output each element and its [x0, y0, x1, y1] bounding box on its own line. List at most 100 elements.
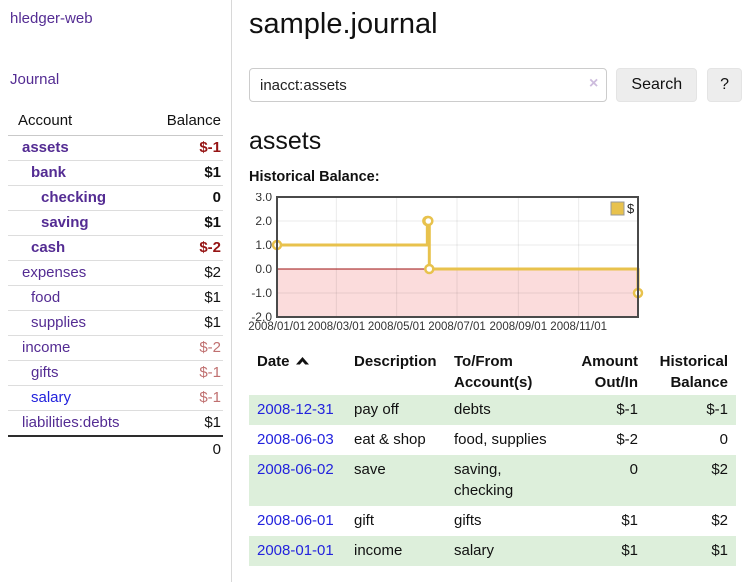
- transaction-accounts: food, supplies: [454, 431, 547, 449]
- account-balance: $-1: [199, 364, 221, 381]
- transaction-amount: $1: [621, 511, 638, 529]
- account-row: supplies $1: [8, 311, 223, 336]
- svg-text:2.0: 2.0: [255, 214, 272, 228]
- account-link[interactable]: supplies: [31, 314, 87, 331]
- transaction-balance: $1: [711, 542, 728, 560]
- col-historical-balance: Historical Balance: [659, 353, 728, 391]
- account-balance: $-1: [199, 139, 221, 156]
- transaction-balance: $2: [711, 461, 728, 479]
- account-row: checking 0: [8, 186, 223, 211]
- account-link[interactable]: assets: [22, 139, 69, 156]
- help-button[interactable]: ?: [707, 68, 742, 103]
- svg-text:-2.0: -2.0: [251, 310, 272, 324]
- account-balance: $-2: [199, 239, 221, 256]
- accounts-col-account: Account: [18, 112, 73, 129]
- account-link[interactable]: income: [22, 339, 71, 356]
- col-description: Description: [354, 353, 437, 371]
- account-balance: $1: [204, 314, 221, 331]
- accounts-col-balance: Balance: [166, 112, 221, 129]
- transaction-description: gift: [354, 511, 375, 529]
- transaction-amount: $1: [621, 542, 638, 560]
- account-balance: $1: [204, 414, 221, 431]
- svg-text:2008/01/01: 2008/01/01: [248, 321, 306, 333]
- brand-link[interactable]: hledger-web: [10, 10, 93, 27]
- search-input[interactable]: [249, 68, 608, 103]
- account-link[interactable]: saving: [41, 214, 89, 231]
- accounts-table: Account Balance assets $-1 bank $1 check…: [8, 110, 223, 458]
- transaction-balance: $2: [711, 511, 728, 529]
- account-row: gifts $-1: [8, 361, 223, 386]
- transaction-accounts: gifts: [454, 511, 482, 529]
- account-balance: $-2: [199, 339, 221, 356]
- transaction-row: 2008-01-01 income salary $1 $1: [249, 536, 736, 567]
- account-heading: assets: [249, 127, 322, 156]
- transaction-balance: $-1: [706, 400, 728, 418]
- account-link[interactable]: expenses: [22, 264, 87, 281]
- svg-text:2008/03/01: 2008/03/01: [308, 321, 366, 333]
- transaction-row: 2008-06-03 eat & shop food, supplies $-2…: [249, 425, 736, 455]
- account-balance: 0: [212, 189, 221, 206]
- transaction-row: 2008-06-02 save saving, checking 0 $2: [249, 455, 736, 506]
- account-link[interactable]: bank: [31, 164, 67, 181]
- account-link[interactable]: gifts: [31, 364, 59, 381]
- accounts-total-value: 0: [212, 441, 221, 458]
- search-bar: × Search ?: [249, 68, 742, 103]
- accounts-rows: assets $-1 bank $1 checking 0 saving $1 …: [8, 136, 223, 437]
- legend-swatch: [610, 201, 625, 216]
- transaction-row: 2008-12-31 pay off debts $-1 $-1: [249, 394, 736, 426]
- account-link[interactable]: salary: [31, 389, 72, 406]
- account-balance: $2: [204, 264, 221, 281]
- account-row: salary $-1: [8, 386, 223, 411]
- account-row: bank $1: [8, 161, 223, 186]
- transaction-date-link[interactable]: 2008-06-03: [257, 431, 334, 449]
- account-link[interactable]: liabilities:debts: [22, 414, 120, 431]
- account-link[interactable]: checking: [41, 189, 107, 206]
- account-balance: $1: [204, 289, 221, 306]
- account-link[interactable]: cash: [31, 239, 66, 256]
- svg-text:2008/05/01: 2008/05/01: [368, 321, 426, 333]
- col-amount: Amount Out/In: [581, 353, 638, 391]
- transaction-balance: 0: [719, 431, 728, 449]
- transaction-description: save: [354, 461, 386, 479]
- transaction-description: pay off: [354, 400, 399, 418]
- sidebar: hledger-web Journal Account Balance asse…: [0, 0, 232, 582]
- svg-text:1.0: 1.0: [255, 238, 272, 252]
- svg-text:-1.0: -1.0: [251, 286, 272, 300]
- sidebar-item-journal[interactable]: Journal: [10, 71, 60, 88]
- transaction-date-link[interactable]: 2008-01-01: [257, 542, 334, 560]
- account-link[interactable]: food: [31, 289, 61, 306]
- col-date[interactable]: Date: [249, 350, 346, 395]
- transaction-date-link[interactable]: 2008-06-02: [257, 461, 334, 479]
- transaction-amount: 0: [629, 461, 638, 479]
- svg-text:0.0: 0.0: [255, 262, 272, 276]
- account-balance: $1: [204, 164, 221, 181]
- account-row: expenses $2: [8, 261, 223, 286]
- account-row: saving $1: [8, 211, 223, 236]
- legend-label: $: [627, 201, 635, 216]
- col-tofrom-accounts: To/From Account(s): [454, 353, 533, 391]
- transaction-amount: $-1: [616, 400, 638, 418]
- clear-search-icon[interactable]: ×: [589, 75, 599, 93]
- accounts-total-row: 0: [8, 437, 223, 458]
- transactions-table: Date Description To/From Account(s) Amoun…: [249, 350, 736, 567]
- chart-title: Historical Balance:: [249, 169, 380, 186]
- account-row: liabilities:debts $1: [8, 411, 223, 437]
- accounts-header: Account Balance: [8, 110, 223, 136]
- account-row: income $-2: [8, 336, 223, 361]
- search-button[interactable]: Search: [616, 68, 698, 103]
- transaction-date-link[interactable]: 2008-06-01: [257, 511, 334, 529]
- account-row: cash $-2: [8, 236, 223, 261]
- main-content: sample.journal × Search ? assets Histori…: [233, 0, 742, 582]
- svg-text:3.0: 3.0: [255, 193, 272, 204]
- transaction-description: eat & shop: [354, 431, 426, 449]
- transaction-description: income: [354, 542, 403, 560]
- account-row: assets $-1: [8, 136, 223, 161]
- transaction-date-link[interactable]: 2008-12-31: [257, 400, 334, 418]
- transaction-accounts: salary: [454, 542, 495, 560]
- transaction-row: 2008-06-01 gift gifts $1 $2: [249, 506, 736, 536]
- account-balance: $-1: [199, 389, 221, 406]
- svg-text:2008/11/01: 2008/11/01: [550, 321, 607, 333]
- sort-asc-icon: [295, 357, 309, 365]
- transaction-accounts: saving, checking: [454, 461, 514, 499]
